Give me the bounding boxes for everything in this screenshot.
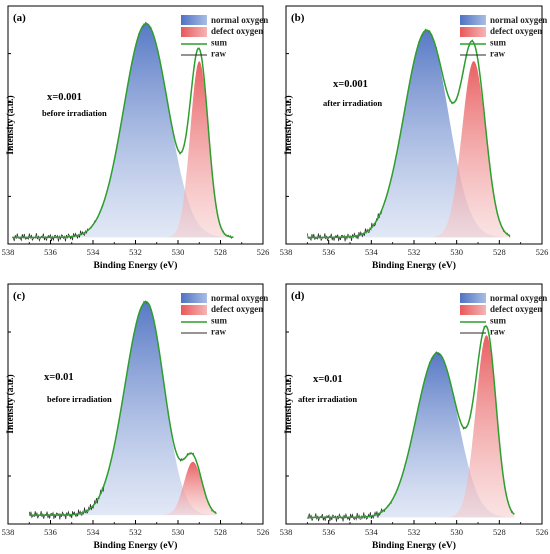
x-tick-label: 536 bbox=[44, 527, 57, 537]
legend-label-sum: sum bbox=[490, 315, 507, 325]
y-axis-title: Intensity (a.u.) bbox=[5, 95, 16, 154]
composition-annotation: x=0.01 bbox=[44, 372, 74, 383]
x-tick-label: 530 bbox=[172, 527, 185, 537]
normal-oxygen-peak bbox=[12, 23, 234, 238]
defect-oxygen-peak bbox=[29, 461, 217, 516]
composition-annotation: x=0.001 bbox=[47, 92, 82, 103]
x-tick-label: 536 bbox=[322, 247, 335, 257]
legend-label-sum: sum bbox=[211, 315, 228, 325]
x-tick-label: 534 bbox=[365, 247, 379, 257]
x-tick-label: 526 bbox=[257, 247, 270, 257]
panel-a: 538 536 534 532 530 528 526 Binding Energy (eV)… bbox=[2, 5, 270, 271]
x-tick-label: 538 bbox=[2, 527, 15, 537]
composition-annotation: x=0.01 bbox=[313, 374, 343, 385]
x-tick-label: 528 bbox=[214, 247, 227, 257]
x-tick-label: 536 bbox=[44, 247, 57, 257]
condition-annotation: after irradiation bbox=[298, 394, 357, 404]
legend-label-defect-oxygen: defect oxygen bbox=[211, 26, 263, 36]
legend-swatch-defect-oxygen bbox=[460, 305, 486, 315]
legend-label-defect-oxygen: defect oxygen bbox=[211, 304, 263, 314]
sum-line bbox=[307, 325, 515, 519]
x-tick-label: 538 bbox=[280, 527, 293, 537]
x-tick-label: 534 bbox=[365, 527, 379, 537]
x-tick-label: 534 bbox=[87, 247, 101, 257]
x-tick-label: 538 bbox=[280, 247, 293, 257]
panel-d: 538 536 534 532 530 528 526 Binding Energy (eV)… bbox=[280, 283, 549, 551]
x-axis-title: Binding Energy (eV) bbox=[372, 540, 456, 551]
legend-label-raw: raw bbox=[211, 327, 226, 337]
x-axis-title: Binding Energy (eV) bbox=[94, 260, 178, 271]
legend-label-normal-oxygen: normal oxygen bbox=[490, 293, 547, 303]
x-axis-title: Binding Energy (eV) bbox=[372, 260, 456, 271]
legend-swatch-defect-oxygen bbox=[181, 27, 207, 37]
legend-label-defect-oxygen: defect oxygen bbox=[490, 304, 542, 314]
panel-b: 538 536 534 532 530 528 526 Binding Energy (eV)… bbox=[280, 5, 549, 271]
panel-label: (d) bbox=[291, 290, 305, 302]
y-axis-title: Intensity (a.u.) bbox=[283, 95, 294, 154]
legend-label-normal-oxygen: normal oxygen bbox=[211, 293, 268, 303]
legend-swatch-defect-oxygen bbox=[460, 27, 486, 37]
sum-line bbox=[12, 22, 234, 239]
legend-swatch-normal-oxygen bbox=[460, 15, 486, 25]
x-tick-label: 532 bbox=[129, 527, 142, 537]
x-tick-label: 532 bbox=[129, 247, 142, 257]
legend-label-sum: sum bbox=[211, 37, 228, 47]
sum-line bbox=[307, 29, 511, 239]
legend-swatch-normal-oxygen bbox=[460, 293, 486, 303]
condition-annotation: before irradiation bbox=[42, 108, 107, 118]
panel-c: 538 536 534 532 530 528 526 Binding Energy (eV)… bbox=[2, 283, 270, 551]
defect-oxygen-peak bbox=[307, 335, 515, 518]
normal-oxygen-peak bbox=[307, 352, 515, 518]
panel-label: (a) bbox=[13, 12, 26, 24]
x-tick-label: 532 bbox=[408, 247, 421, 257]
legend-label-sum: sum bbox=[490, 37, 507, 47]
x-tick-label: 528 bbox=[214, 527, 227, 537]
legend-swatch-defect-oxygen bbox=[181, 305, 207, 315]
legend-label-raw: raw bbox=[490, 49, 505, 59]
x-tick-label: 530 bbox=[450, 527, 463, 537]
x-tick-label: 532 bbox=[408, 527, 421, 537]
x-tick-label: 530 bbox=[450, 247, 463, 257]
legend-swatch-normal-oxygen bbox=[181, 15, 207, 25]
normal-oxygen-peak bbox=[29, 301, 217, 516]
panel-label: (b) bbox=[291, 12, 305, 24]
legend-label-raw: raw bbox=[490, 327, 505, 337]
condition-annotation: after irradiation bbox=[323, 98, 382, 108]
panels-group: 538 536 534 532 530 528 526 Binding Energy (eV)… bbox=[2, 5, 549, 551]
y-axis-title: Intensity (a.u.) bbox=[5, 374, 16, 433]
x-tick-label: 526 bbox=[536, 527, 549, 537]
x-tick-label: 534 bbox=[87, 527, 101, 537]
x-axis-title: Binding Energy (eV) bbox=[94, 540, 178, 551]
defect-oxygen-peak bbox=[12, 61, 234, 238]
legend-label-normal-oxygen: normal oxygen bbox=[211, 15, 268, 25]
x-tick-label: 528 bbox=[493, 247, 506, 257]
sum-line bbox=[29, 301, 217, 516]
condition-annotation: before irradiation bbox=[47, 394, 112, 404]
composition-annotation: x=0.001 bbox=[333, 79, 368, 90]
legend-swatch-normal-oxygen bbox=[181, 293, 207, 303]
x-tick-label: 538 bbox=[2, 247, 15, 257]
legend-label-raw: raw bbox=[211, 49, 226, 59]
legend-label-normal-oxygen: normal oxygen bbox=[490, 15, 547, 25]
x-tick-label: 526 bbox=[257, 527, 270, 537]
panel-label: (c) bbox=[13, 290, 26, 302]
x-tick-label: 536 bbox=[322, 527, 335, 537]
defect-oxygen-peak bbox=[307, 61, 510, 238]
y-axis-title: Intensity (a.u.) bbox=[283, 374, 294, 433]
x-tick-label: 526 bbox=[536, 247, 549, 257]
x-tick-label: 530 bbox=[172, 247, 185, 257]
legend-label-defect-oxygen: defect oxygen bbox=[490, 26, 542, 36]
x-tick-label: 528 bbox=[493, 527, 506, 537]
